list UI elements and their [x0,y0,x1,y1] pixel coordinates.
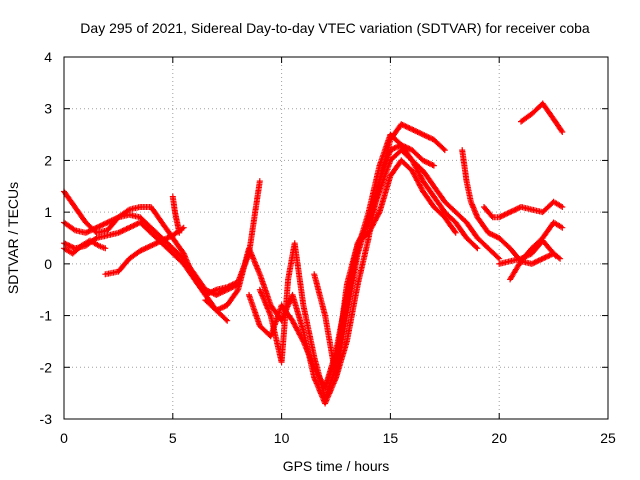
data-point-markers [311,121,448,381]
ticks-layer: 0 5 10 15 20 25 -3 -2 -1 0 1 2 3 4 [40,49,616,446]
y-tick-label: 0 [44,256,52,272]
x-tick-label: 15 [383,430,399,446]
data-point-markers [322,131,503,391]
data-point-markers [102,224,187,278]
x-tick-label: 20 [491,430,507,446]
series-track-6 [169,193,183,236]
y-tick-label: -2 [40,359,53,375]
x-tick-label: 25 [600,430,616,446]
data-point-markers [202,141,437,407]
data-point-markers [496,237,559,267]
y-tick-label: 3 [44,101,52,117]
x-tick-label: 5 [169,430,177,446]
x-tick-label: 0 [60,430,68,446]
x-tick-label: 10 [274,430,290,446]
y-tick-label: 1 [44,204,52,220]
y-tick-label: 2 [44,152,52,168]
x-axis-title: GPS time / hours [283,458,390,474]
series-track-7 [202,141,437,407]
y-tick-label: -3 [40,411,53,427]
plot-frame [63,56,609,420]
marks-layer [61,100,566,407]
data-point-markers [256,147,481,402]
chart-title: Day 295 of 2021, Sidereal Day-to-day VTE… [80,20,590,36]
series-track-10 [311,121,448,381]
series-track-8 [256,147,481,402]
series-track-12 [459,147,564,267]
series-track-13 [481,198,566,221]
series-track-15 [518,100,566,135]
series-track-16 [496,237,559,267]
data-point-markers [169,193,183,236]
series-track-11 [322,131,503,391]
y-axis-title: SDTVAR / TECUs [5,182,21,294]
y-tick-label: -1 [40,308,53,324]
data-point-markers [459,147,564,267]
data-point-markers [518,100,566,135]
data-point-markers [481,198,566,221]
y-tick-label: 4 [44,49,52,65]
series-track-5 [102,224,187,278]
